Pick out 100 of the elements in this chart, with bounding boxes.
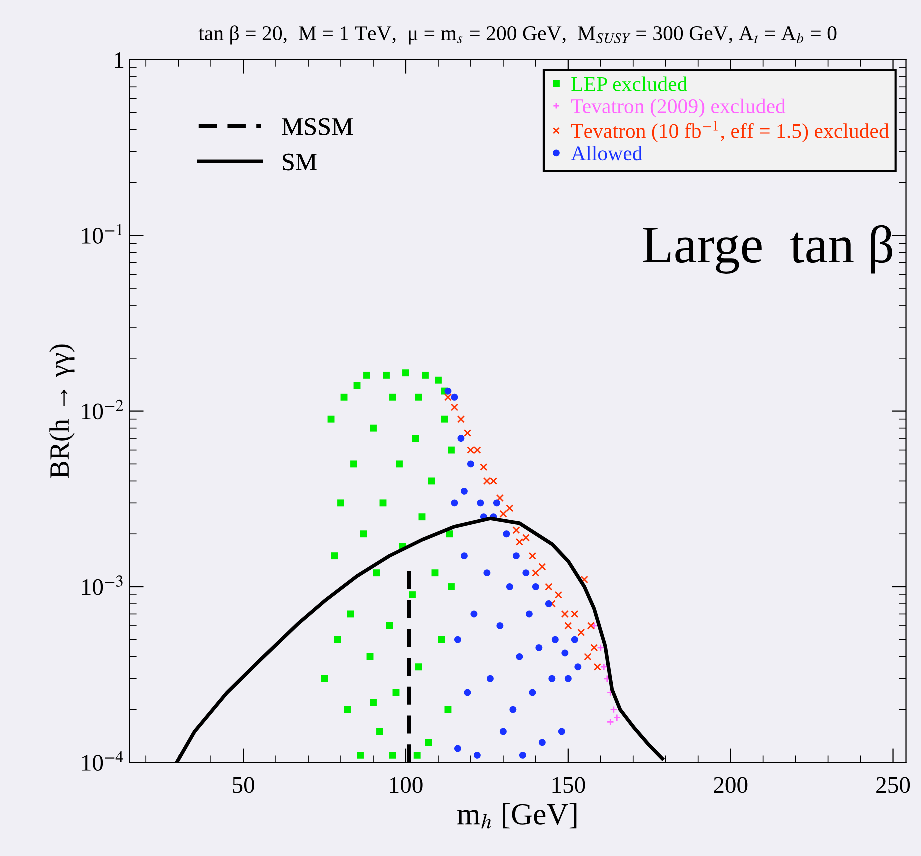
point [467,460,474,468]
point [564,675,572,682]
point [376,728,384,736]
point [458,435,465,442]
point [373,570,380,577]
chart-title: tan β = 20, M = 1 TeV, μ = m$_{s}$ = 200 GeV, M$_{SUSY}$ = 300 GeV, A$_{t}$ = A$_{b}$ = 0 [198,26,837,45]
point [545,600,552,608]
point [340,394,348,401]
point [526,610,533,618]
point [522,570,530,577]
point [464,689,472,696]
x-tick-label: 100 [390,777,423,794]
point [444,394,452,402]
point [610,706,618,714]
point [454,745,462,752]
point [448,446,455,454]
point [360,530,368,538]
point [613,714,621,722]
point [496,494,504,502]
point [370,699,377,706]
point [606,718,614,726]
point [562,650,569,657]
point [493,500,500,507]
point [350,460,358,468]
point [444,706,452,714]
point [561,610,569,618]
x-tick-label: 50 [233,777,254,794]
x-tick-label: 200 [714,777,748,794]
point [454,636,462,644]
point [538,563,546,571]
point [364,372,370,379]
point [571,636,578,644]
point [484,570,491,577]
point [344,706,351,714]
point [334,636,342,644]
point [584,653,592,661]
point [528,552,536,560]
point [480,464,488,472]
point [451,394,458,401]
point [418,514,426,521]
point [435,376,442,384]
point [597,644,605,652]
y-tick-label: 10$^{−4}$ [82,751,124,772]
legend-label: Allowed [571,146,643,161]
legend-label: MSSM [282,118,353,136]
y-tick-label: 10$^{−2}$ [82,400,124,420]
point [470,610,478,618]
point [422,372,429,379]
point [438,636,446,644]
x-tick-label: 150 [552,777,586,794]
point [574,664,582,671]
point [580,576,588,584]
point [477,500,484,507]
point [354,382,361,390]
point [519,752,526,759]
point [321,675,328,682]
point [500,510,508,518]
point [460,488,468,495]
point [538,739,546,746]
point [554,591,562,599]
point [460,552,468,560]
point [486,675,494,682]
point [587,622,595,630]
point [446,530,454,538]
point [552,636,559,644]
point [409,592,416,599]
x-tick-label: 250 [876,777,910,794]
point [600,663,608,671]
point [328,416,335,423]
point [512,526,520,534]
y-tick-label: 10$^{−1}$ [82,224,122,244]
point [396,460,403,468]
point [464,429,472,438]
point [432,570,439,577]
point [571,610,579,618]
annotation: Large tan β [643,225,892,274]
point [338,500,344,507]
x-axis-title: m$_{h}$ [GeV] [458,803,577,829]
point [331,552,338,560]
legend-label: LEP excluded [572,76,688,92]
point [451,500,458,507]
point [370,424,377,432]
point [416,664,422,671]
legend-label: Tevatron (10 fb$^{−1}$, eff = 1.5) excluded [571,120,890,143]
point [510,706,517,714]
point [474,752,481,759]
point [496,622,504,630]
point [532,584,540,590]
point [442,416,448,423]
point [444,388,452,395]
point [347,610,354,618]
point [506,504,514,512]
point [428,478,436,485]
point [594,663,602,671]
point [448,584,455,590]
point [516,653,524,660]
point [564,622,572,630]
point [386,622,394,630]
y-axis-title: BR(h → γγ) [50,344,75,478]
y-tick-label: 1 [115,52,124,68]
